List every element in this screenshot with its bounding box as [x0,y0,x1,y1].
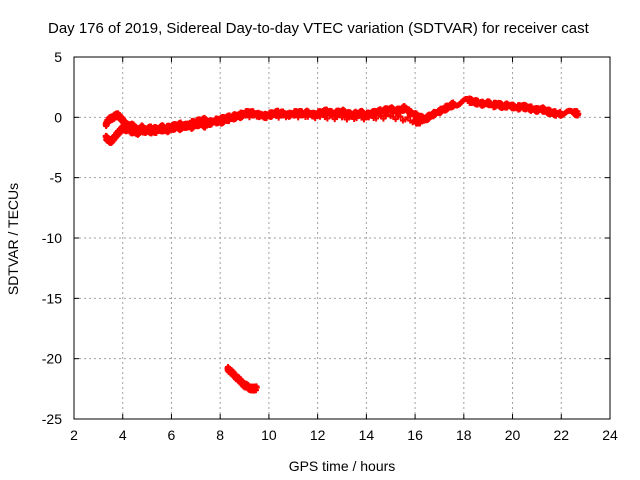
y-tick-label: -15 [42,290,62,306]
data-point [329,112,336,119]
x-tick-label: 24 [602,427,618,443]
data-point [280,111,287,118]
chart-title: Day 176 of 2019, Sidereal Day-to-day VTE… [48,20,590,37]
x-tick-label: 22 [553,427,569,443]
x-axis-label: GPS time / hours [289,458,396,474]
data-point [251,110,258,117]
x-tick-label: 2 [70,427,78,443]
x-tick-label: 8 [216,427,224,443]
plot-frame [73,56,611,420]
y-tick-label: 0 [54,109,62,125]
data-point [253,384,260,391]
data-point [243,110,250,117]
data-point [416,120,423,127]
x-tick-label: 16 [407,427,423,443]
y-tick-label: -25 [42,411,62,427]
data-point [275,114,282,121]
y-tick-label: 5 [54,49,62,65]
data-point [373,115,380,122]
data-point [575,110,582,117]
x-tick-label: 6 [168,427,176,443]
data-point [404,114,411,121]
data-point [300,110,307,117]
data-point [324,115,331,122]
x-tick-label: 12 [310,427,326,443]
x-tick-label: 10 [261,427,277,443]
data-point [348,112,355,119]
data-point [397,113,404,120]
x-tick-label: 20 [505,427,521,443]
x-tick-label: 4 [119,427,127,443]
x-tick-label: 18 [456,427,472,443]
y-tick-label: -5 [50,170,63,186]
data-point [368,111,375,118]
y-tick-label: -10 [42,230,62,246]
y-tick-label: -20 [42,351,62,367]
y-axis-label: SDTVAR / TECUs [5,183,21,295]
data-points [102,95,582,394]
data-point [256,114,263,121]
x-tick-label: 14 [359,427,375,443]
